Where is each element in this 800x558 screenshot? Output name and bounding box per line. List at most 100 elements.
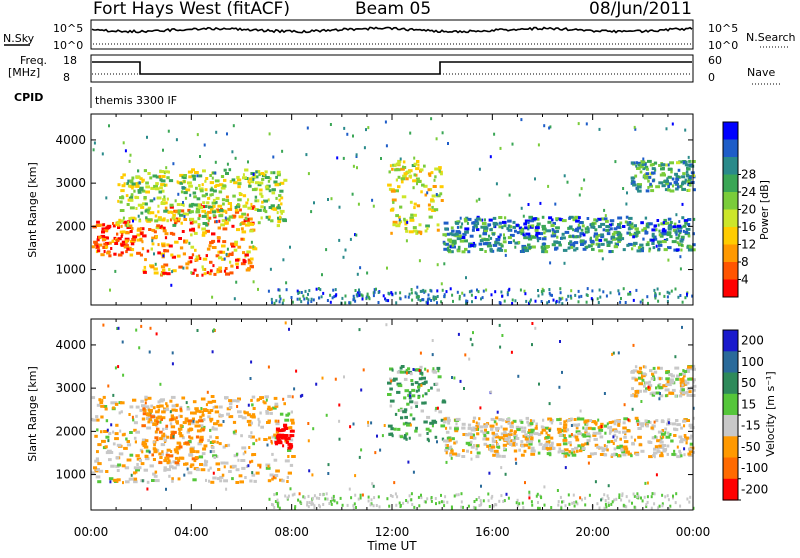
data-cell [392, 200, 395, 204]
data-cell [447, 238, 452, 242]
data-cell [640, 160, 646, 164]
data-cell [287, 426, 290, 430]
data-cell [613, 498, 616, 502]
data-cell [196, 273, 199, 277]
data-cell [397, 175, 401, 179]
data-cell [157, 204, 160, 208]
data-cell [151, 479, 155, 482]
data-cell [424, 193, 428, 197]
data-cell [609, 291, 612, 295]
data-cell [160, 224, 163, 228]
data-cell [597, 426, 603, 430]
data-cell [483, 428, 487, 432]
data-cell [687, 248, 693, 252]
data-cell [666, 444, 670, 448]
data-cell [234, 240, 238, 244]
data-cell [500, 466, 503, 470]
data-cell [451, 243, 454, 247]
data-cell [444, 443, 448, 447]
data-cell [458, 294, 461, 298]
data-cell [173, 448, 179, 452]
data-cell [685, 419, 690, 422]
data-cell [620, 498, 623, 502]
data-cell [424, 392, 428, 396]
data-cell [675, 236, 680, 240]
data-cell [251, 188, 257, 192]
data-cell [588, 244, 591, 248]
data-cell [525, 440, 531, 444]
data-cell [295, 369, 298, 373]
data-cell [686, 167, 691, 171]
data-cell [120, 251, 124, 255]
data-cell [126, 440, 130, 443]
data-cell [250, 206, 254, 210]
data-cell [166, 435, 170, 439]
data-cell [155, 332, 158, 336]
data-cell [211, 399, 217, 403]
data-cell [397, 185, 401, 189]
data-cell [209, 269, 213, 273]
data-cell [569, 443, 572, 447]
data-cell [169, 231, 174, 235]
data-cell [414, 401, 419, 405]
data-cell [659, 454, 664, 458]
data-cell [97, 443, 102, 447]
data-cell [135, 470, 138, 474]
data-cell [553, 240, 559, 244]
data-cell [409, 394, 412, 398]
data-cell [209, 450, 212, 454]
data-cell [393, 427, 397, 431]
data-cell [651, 372, 655, 376]
data-cell [232, 194, 236, 198]
data-cell [168, 179, 174, 183]
data-cell [591, 242, 595, 246]
data-cell [321, 273, 323, 277]
data-cell [101, 230, 105, 234]
data-cell [664, 394, 668, 398]
data-cell [489, 228, 493, 232]
data-cell [272, 406, 277, 410]
data-cell [459, 379, 462, 383]
data-cell [518, 426, 524, 430]
colorbar-swatch [723, 330, 738, 352]
data-cell [150, 420, 153, 424]
data-cell [405, 177, 409, 181]
data-cell [436, 295, 439, 298]
data-cell [540, 300, 543, 303]
data-cell [160, 443, 166, 447]
data-cell [326, 299, 329, 302]
data-cell [236, 175, 240, 179]
data-cell [546, 229, 551, 233]
data-cell [162, 254, 165, 258]
data-cell [147, 408, 151, 412]
data-cell [122, 220, 127, 224]
data-cell [499, 233, 502, 237]
data-cell [549, 293, 552, 297]
data-cell [209, 466, 212, 470]
data-cell [257, 183, 262, 187]
data-cell [235, 258, 240, 262]
data-cell [474, 506, 477, 510]
data-cell [564, 454, 568, 458]
data-cell [214, 410, 220, 414]
data-cell [513, 434, 518, 438]
data-cell [250, 435, 255, 439]
data-cell [667, 421, 670, 425]
data-cell [640, 496, 642, 500]
data-cell [136, 463, 139, 466]
data-cell [148, 418, 153, 422]
data-cell [140, 324, 143, 328]
data-cell [321, 376, 324, 380]
data-cell [566, 180, 569, 184]
data-cell [456, 237, 462, 241]
data-cell [627, 418, 630, 422]
data-cell [475, 425, 479, 428]
data-cell [165, 166, 168, 170]
data-cell [647, 301, 649, 305]
data-cell [196, 429, 202, 433]
data-cell [540, 425, 544, 429]
data-cell [201, 209, 206, 213]
data-cell [529, 298, 532, 302]
data-cell [124, 222, 128, 226]
data-cell [125, 194, 129, 198]
